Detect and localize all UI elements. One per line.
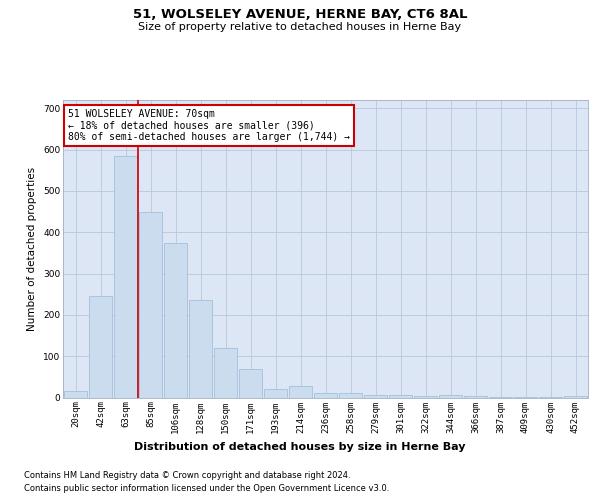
Y-axis label: Number of detached properties: Number of detached properties (28, 166, 37, 331)
Bar (64, 392, 87, 398)
Bar (89, 296, 112, 398)
Bar (189, 300, 212, 398)
Bar (389, 396, 412, 398)
Bar (414, 396, 437, 398)
Text: 51, WOLSELEY AVENUE, HERNE BAY, CT6 8AL: 51, WOLSELEY AVENUE, HERNE BAY, CT6 8AL (133, 8, 467, 20)
Bar (289, 386, 312, 398)
Bar (564, 396, 587, 398)
Bar (464, 396, 487, 398)
Text: Contains HM Land Registry data © Crown copyright and database right 2024.: Contains HM Land Registry data © Crown c… (24, 471, 350, 480)
Bar (489, 396, 512, 398)
Bar (164, 242, 187, 398)
Text: Size of property relative to detached houses in Herne Bay: Size of property relative to detached ho… (139, 22, 461, 32)
Bar (314, 392, 337, 398)
Bar (264, 389, 287, 398)
Bar (339, 394, 362, 398)
Text: Contains public sector information licensed under the Open Government Licence v3: Contains public sector information licen… (24, 484, 389, 493)
Text: Distribution of detached houses by size in Herne Bay: Distribution of detached houses by size … (134, 442, 466, 452)
Bar (514, 396, 537, 398)
Bar (214, 348, 237, 398)
Bar (139, 212, 162, 398)
Bar (239, 368, 262, 398)
Bar (439, 396, 462, 398)
Bar (114, 156, 137, 398)
Bar (364, 394, 387, 398)
Text: 51 WOLSELEY AVENUE: 70sqm
← 18% of detached houses are smaller (396)
80% of semi: 51 WOLSELEY AVENUE: 70sqm ← 18% of detac… (68, 109, 350, 142)
